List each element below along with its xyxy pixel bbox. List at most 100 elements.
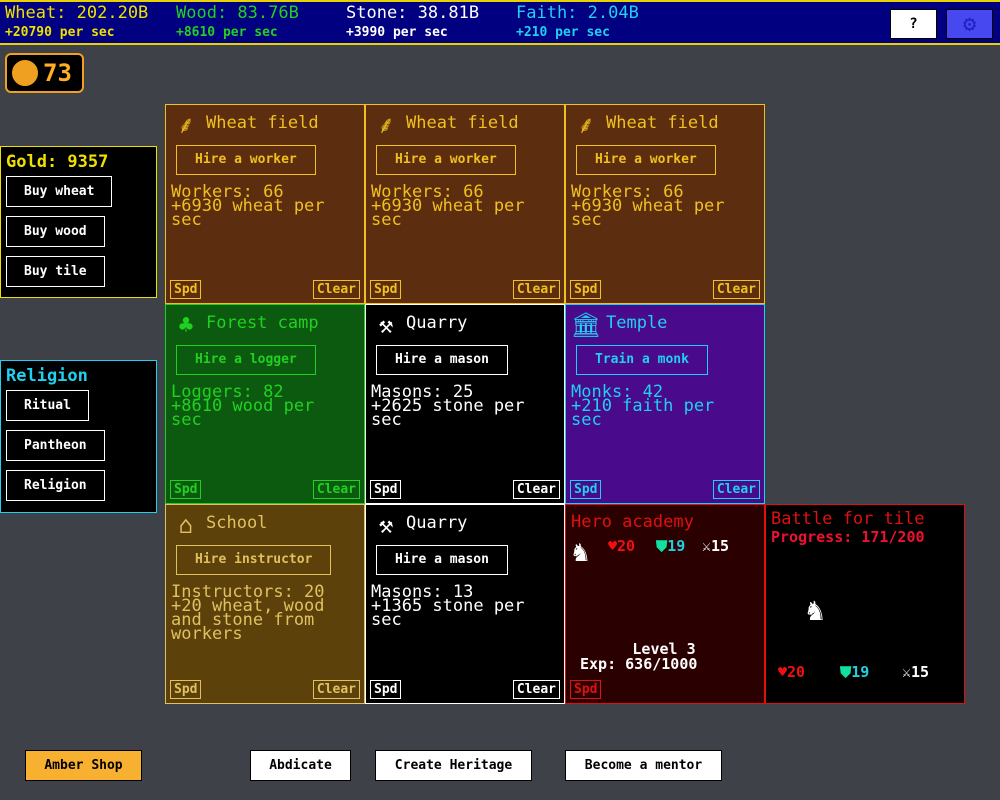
religion-panel: Religion Ritual Pantheon Religion [0, 360, 157, 513]
heart-icon: ♥ [778, 663, 788, 681]
hero-exp: Exp: 636/1000 [580, 655, 698, 673]
clear-button[interactable]: Clear [712, 280, 760, 299]
tile-title: Temple [606, 313, 668, 333]
clear-button[interactable]: Clear [312, 680, 360, 699]
speed-button[interactable]: Spd [570, 480, 602, 499]
hire-button[interactable]: Hire a worker [576, 145, 716, 175]
sword-icon: ⚔ [702, 537, 712, 555]
clear-button[interactable]: Clear [512, 280, 560, 299]
hero-sprite-icon: ♞ [572, 535, 589, 568]
tile-info: Workers: 66 +6930 wheat per sec [571, 182, 725, 230]
create-heritage-button[interactable]: Create Heritage [375, 750, 532, 781]
shield-icon: ⛊ [656, 537, 668, 555]
hire-button[interactable]: Hire instructor [176, 545, 332, 575]
become-mentor-button[interactable]: Become a mentor [565, 750, 722, 781]
abdicate-button[interactable]: Abdicate [250, 750, 351, 781]
stone-amount: Stone: 38.81B [346, 3, 480, 23]
speed-button[interactable]: Spd [570, 280, 602, 299]
gear-icon: ⚙ [962, 11, 977, 37]
faith-resource: Faith: 2.04B +210 per sec [516, 3, 639, 40]
tile-info: Masons: 25 +2625 stone per sec [371, 382, 525, 430]
clear-button[interactable]: Clear [312, 280, 360, 299]
buy-tile-button[interactable]: Buy tile [6, 256, 105, 287]
wheat-amount: Wheat: 202.20B [5, 3, 149, 23]
tile-wheat-field: ⸙ Wheat field Hire a worker Workers: 66 … [165, 104, 365, 304]
help-button[interactable]: ? [890, 9, 937, 39]
wheat-resource: Wheat: 202.20B +20790 per sec [5, 3, 148, 40]
tile-info: Monks: 42 +210 faith per sec [571, 382, 715, 430]
battle-tile: Battle for tile Progress: 171/200 ♞ ♥20 … [765, 504, 965, 704]
tile-forest-camp: ♣ Forest camp Hire a logger Loggers: 82 … [165, 304, 365, 504]
tile-info: Instructors: 20 +20 wheat, wood and ston… [171, 582, 325, 644]
wood-rate: +8610 per sec [176, 25, 278, 40]
stone-resource: Stone: 38.81B +3990 per sec [346, 3, 479, 40]
tile-title: Forest camp [206, 313, 319, 333]
clear-button[interactable]: Clear [512, 680, 560, 699]
tile-title: School [206, 513, 268, 533]
temple-icon: 🏛 [570, 311, 602, 339]
tree-icon: ♣ [178, 311, 194, 339]
clear-button[interactable]: Clear [312, 480, 360, 499]
religion-button[interactable]: Religion [6, 470, 105, 501]
speed-button[interactable]: Spd [370, 280, 402, 299]
enemy-hp: ♥20 [778, 663, 806, 681]
tile-info: Masons: 13 +1365 stone per sec [371, 582, 525, 630]
hero-academy-tile: Hero academy ♞ ♥20 ⛊19 ⚔15 Level 3 Exp: … [565, 504, 765, 704]
tile-title: Wheat field [606, 113, 719, 133]
wood-resource: Wood: 83.76B +8610 per sec [176, 3, 299, 40]
battle-title: Battle for tile [771, 509, 925, 529]
tile-wheat-field: ⸙ Wheat field Hire a worker Workers: 66 … [565, 104, 765, 304]
hero-armor: ⛊19 [656, 537, 686, 555]
hero-hp: ♥20 [608, 537, 636, 555]
amber-shop-button[interactable]: Amber Shop [25, 750, 142, 781]
tile-title: Quarry [406, 313, 468, 333]
clear-button[interactable]: Clear [712, 480, 760, 499]
tile-quarry: ⚒ Quarry Hire a mason Masons: 25 +2625 s… [365, 304, 565, 504]
ritual-button[interactable]: Ritual [6, 390, 89, 421]
speed-button[interactable]: Spd [570, 680, 602, 699]
amber-count: 73 [43, 59, 72, 87]
tile-title: Wheat field [206, 113, 319, 133]
buy-wheat-button[interactable]: Buy wheat [6, 176, 113, 207]
amber-coin-icon [10, 58, 40, 88]
faith-amount: Faith: 2.04B [516, 3, 639, 23]
hire-button[interactable]: Train a monk [576, 345, 708, 375]
heart-icon: ♥ [608, 537, 618, 555]
hire-button[interactable]: Hire a mason [376, 345, 508, 375]
tile-info: Workers: 66 +6930 wheat per sec [171, 182, 325, 230]
hire-button[interactable]: Hire a mason [376, 545, 508, 575]
enemy-armor: ⛊19 [840, 663, 870, 681]
gold-panel: Gold: 9357 Buy wheat Buy wood Buy tile [0, 146, 157, 298]
sword-icon: ⚔ [902, 663, 912, 681]
settings-button[interactable]: ⚙ [946, 9, 993, 39]
speed-button[interactable]: Spd [370, 680, 402, 699]
enemy-attack: ⚔15 [902, 663, 930, 681]
faith-rate: +210 per sec [516, 25, 610, 40]
tile-temple: 🏛 Temple Train a monk Monks: 42 +210 fai… [565, 304, 765, 504]
stone-rate: +3990 per sec [346, 25, 448, 40]
battle-progress: Progress: 171/200 [771, 528, 925, 546]
tile-quarry: ⚒ Quarry Hire a mason Masons: 13 +1365 s… [365, 504, 565, 704]
speed-button[interactable]: Spd [170, 680, 202, 699]
buy-wood-button[interactable]: Buy wood [6, 216, 105, 247]
speed-button[interactable]: Spd [170, 280, 202, 299]
wood-amount: Wood: 83.76B [176, 3, 299, 23]
hire-button[interactable]: Hire a worker [376, 145, 516, 175]
amber-counter: 73 [5, 53, 84, 93]
wheat-rate: +20790 per sec [5, 25, 115, 40]
hire-button[interactable]: Hire a logger [176, 345, 316, 375]
speed-button[interactable]: Spd [370, 480, 402, 499]
wheat-icon: ⸙ [177, 111, 195, 139]
clear-button[interactable]: Clear [512, 480, 560, 499]
hero-attack: ⚔15 [702, 537, 730, 555]
speed-button[interactable]: Spd [170, 480, 202, 499]
pickaxe-icon: ⚒ [378, 511, 394, 539]
hero-academy-title: Hero academy [571, 512, 694, 532]
hire-button[interactable]: Hire a worker [176, 145, 316, 175]
shield-icon: ⛊ [840, 663, 852, 681]
resource-bar: Wheat: 202.20B +20790 per sec Wood: 83.76… [0, 0, 1000, 45]
tile-wheat-field: ⸙ Wheat field Hire a worker Workers: 66 … [365, 104, 565, 304]
tile-info: Workers: 66 +6930 wheat per sec [371, 182, 525, 230]
gold-amount: Gold: 9357 [6, 152, 109, 172]
pantheon-button[interactable]: Pantheon [6, 430, 105, 461]
